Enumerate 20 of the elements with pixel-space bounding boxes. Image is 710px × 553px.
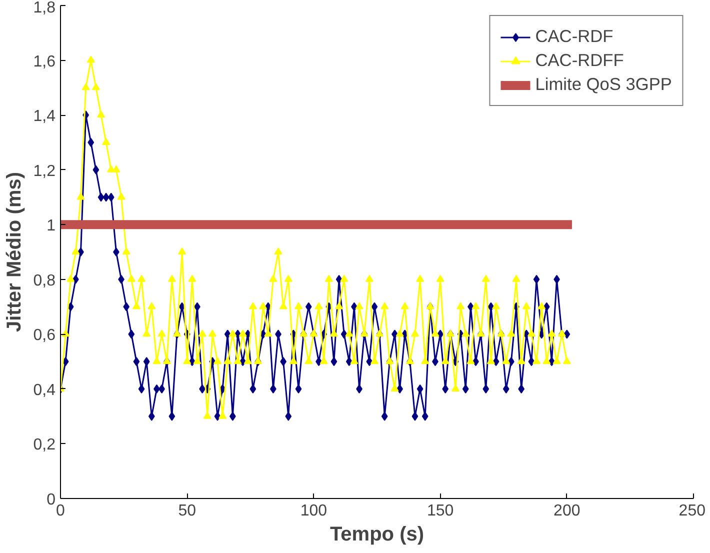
y-tick-label: 0,6 xyxy=(33,327,56,344)
y-tick-label: 1,2 xyxy=(33,162,56,180)
y-tick-label: 0 xyxy=(46,492,56,508)
x-tick-label: 150 xyxy=(426,502,454,520)
y-axis-title: Jitter Médio (ms) xyxy=(3,172,26,332)
x-axis-title: Tempo (s) xyxy=(330,524,424,546)
legend-label: CAC-RDFF xyxy=(535,50,624,71)
legend-label: Limite QoS 3GPP xyxy=(535,74,672,95)
y-tick-label: 0,2 xyxy=(33,436,56,454)
x-tick-label: 200 xyxy=(554,502,580,520)
y-tick-label: 0,4 xyxy=(33,382,56,399)
x-tick-label: 250 xyxy=(678,502,706,520)
y-tick-label: 0,8 xyxy=(33,272,56,290)
y-tick-label: 1,4 xyxy=(33,108,56,126)
y-tick-label: 1,8 xyxy=(33,0,56,16)
x-tick-label: 50 xyxy=(178,502,196,520)
legend-label: CAC-RDF xyxy=(535,26,614,47)
x-tick-label: 100 xyxy=(300,502,328,520)
y-tick-label: 1 xyxy=(46,218,56,235)
y-tick-label: 1,6 xyxy=(33,53,56,70)
